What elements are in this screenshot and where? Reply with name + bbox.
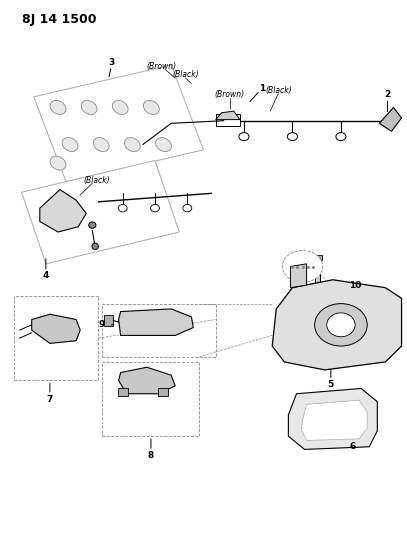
Ellipse shape: [155, 138, 171, 151]
Ellipse shape: [62, 138, 78, 151]
Text: 8J 14 1500: 8J 14 1500: [22, 13, 96, 27]
Ellipse shape: [81, 100, 97, 115]
Bar: [13, 296, 98, 381]
Bar: [313, 255, 322, 260]
Ellipse shape: [89, 222, 96, 228]
Text: 5: 5: [328, 379, 334, 389]
Text: (Brown): (Brown): [146, 62, 176, 70]
Ellipse shape: [112, 100, 128, 115]
Ellipse shape: [50, 156, 66, 170]
Polygon shape: [118, 367, 175, 394]
Polygon shape: [22, 160, 179, 264]
Text: (Brown): (Brown): [215, 90, 245, 99]
Polygon shape: [272, 280, 402, 370]
Text: 7: 7: [47, 394, 53, 403]
Bar: [103, 362, 199, 436]
Text: 1: 1: [259, 84, 265, 93]
Polygon shape: [216, 111, 240, 119]
Bar: [103, 304, 216, 357]
Ellipse shape: [282, 251, 323, 282]
Ellipse shape: [125, 138, 140, 151]
Bar: [118, 389, 127, 397]
Polygon shape: [291, 264, 306, 288]
Polygon shape: [301, 400, 367, 440]
Text: 6: 6: [349, 442, 355, 451]
Text: 8: 8: [148, 451, 154, 460]
Bar: [315, 259, 319, 290]
Ellipse shape: [327, 313, 355, 337]
Ellipse shape: [151, 205, 160, 212]
Text: 3: 3: [108, 58, 114, 67]
Ellipse shape: [183, 205, 192, 212]
Ellipse shape: [239, 133, 249, 141]
Ellipse shape: [315, 304, 367, 346]
Polygon shape: [118, 309, 193, 335]
Ellipse shape: [50, 100, 66, 115]
Bar: [105, 315, 113, 326]
Text: (Black): (Black): [172, 70, 199, 79]
Text: (Black): (Black): [83, 176, 110, 185]
Polygon shape: [34, 65, 204, 182]
Ellipse shape: [336, 133, 346, 141]
Text: (Black): (Black): [265, 86, 291, 95]
Ellipse shape: [118, 205, 127, 212]
Bar: [216, 114, 240, 126]
Text: 9: 9: [98, 320, 105, 329]
Ellipse shape: [92, 243, 98, 249]
Text: 10: 10: [349, 280, 361, 289]
Bar: [158, 389, 168, 397]
Polygon shape: [379, 108, 402, 131]
Ellipse shape: [93, 138, 109, 151]
Text: 2: 2: [384, 90, 391, 99]
Polygon shape: [289, 389, 377, 449]
Ellipse shape: [143, 100, 159, 115]
Polygon shape: [32, 314, 80, 343]
Text: 4: 4: [43, 271, 49, 280]
Polygon shape: [40, 190, 86, 232]
Ellipse shape: [287, 133, 298, 141]
